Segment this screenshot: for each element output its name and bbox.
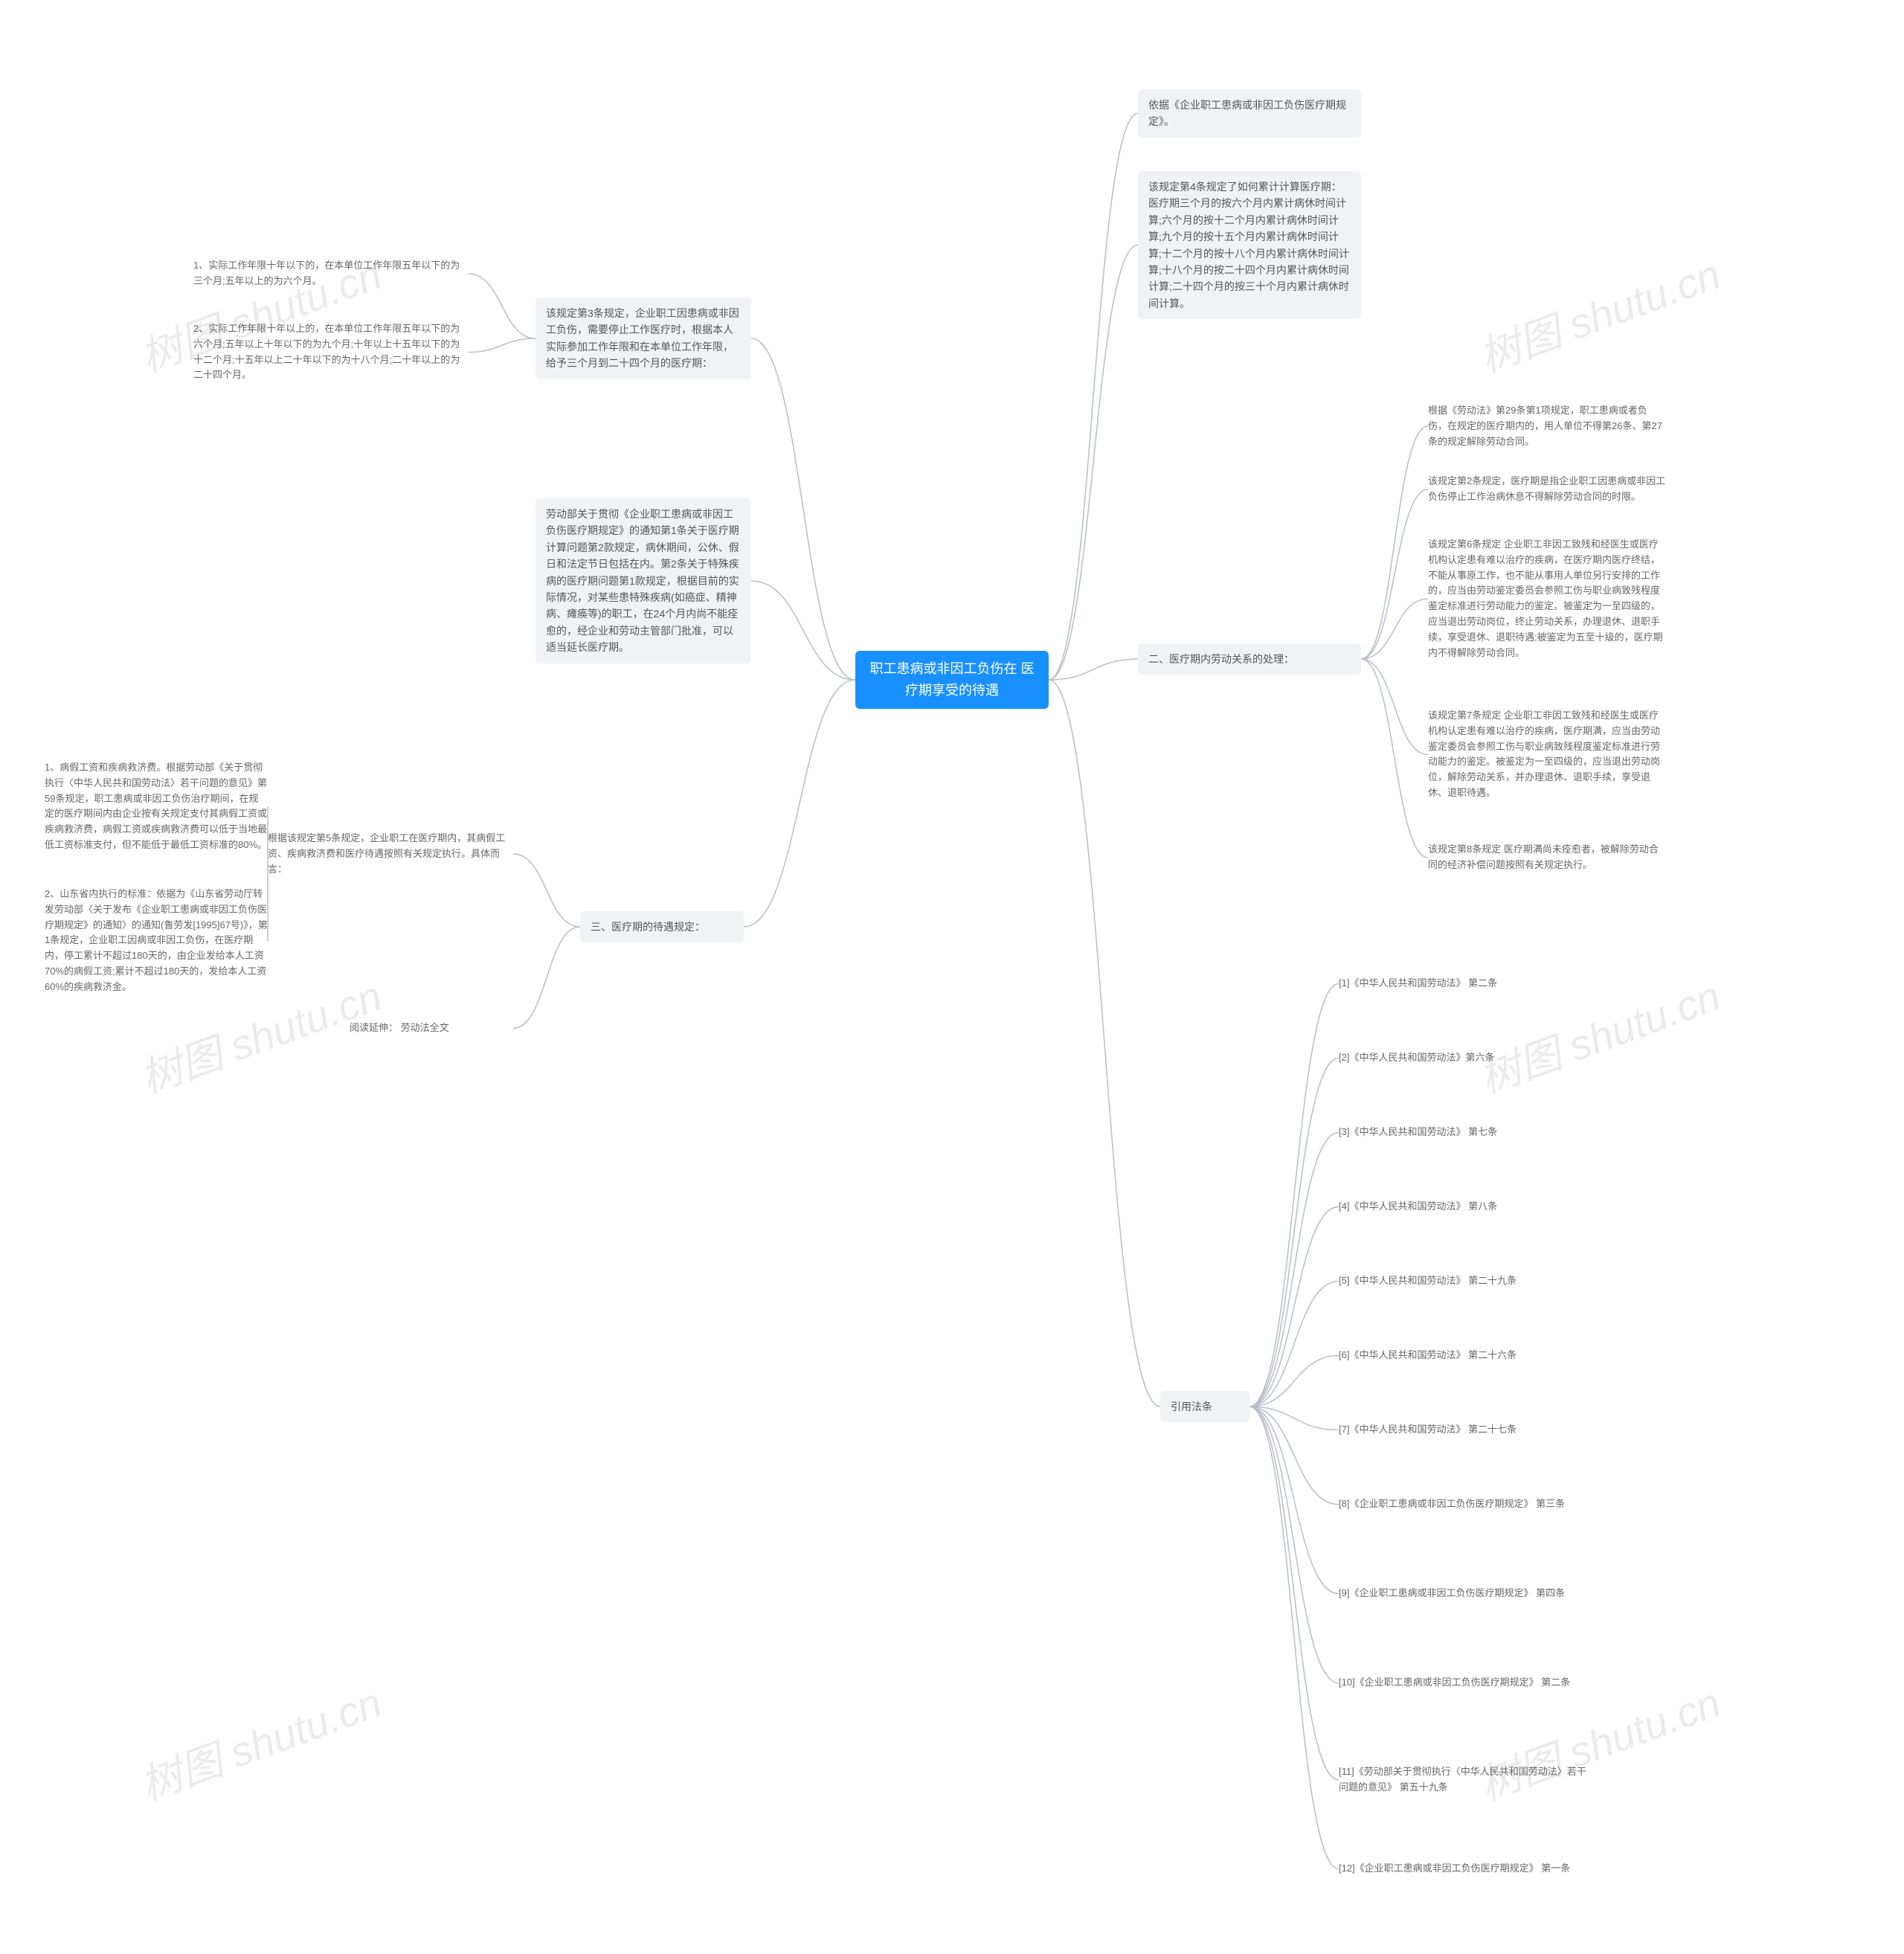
node-right-r4_4: [4]《中华人民共和国劳动法》 第八条 <box>1339 1198 1592 1216</box>
node-right-r4_1: [1]《中华人民共和国劳动法》 第二条 <box>1339 974 1592 993</box>
connector <box>744 680 855 927</box>
connector <box>1250 1133 1339 1407</box>
connector <box>1250 1407 1339 1505</box>
connector <box>1250 1407 1339 1780</box>
node-left-n3a2: 2、山东省内执行的标准：依据为《山东省劳动厅转发劳动部〈关于发布《企业职工患病或… <box>45 885 268 997</box>
connector <box>1361 659 1428 858</box>
node-root: 职工患病或非因工负伤在 医疗期享受的待遇 <box>855 651 1049 709</box>
node-right-r4: 引用法条 <box>1160 1391 1250 1422</box>
connectors-layer <box>0 0 1904 1954</box>
node-right-r3a: 根据《劳动法》第29条第1项规定，职工患病或者负伤，在规定的医疗期内的，用人单位… <box>1428 402 1666 451</box>
node-left-n3b: 阅读延伸： 劳动法全文 <box>350 1019 513 1038</box>
connector <box>1049 659 1138 680</box>
connector <box>1361 489 1428 659</box>
node-right-r2: 该规定第4条规定了如何累计计算医疗期：医疗期三个月的按六个月内累计病休时间计算;… <box>1138 171 1361 319</box>
node-right-r4_7: [7]《中华人民共和国劳动法》 第二十七条 <box>1339 1421 1592 1439</box>
connector <box>1361 599 1428 659</box>
connector <box>1049 114 1138 681</box>
node-right-r4_6: [6]《中华人民共和国劳动法》 第二十六条 <box>1339 1346 1592 1365</box>
watermark: 树图 shutu.cn <box>131 1669 389 1812</box>
connector <box>1049 245 1138 681</box>
node-right-r3e: 该规定第8条规定 医疗期满尚未痊愈者，被解除劳动合同的经济补偿问题按照有关规定执… <box>1428 841 1666 875</box>
node-left-n3: 三、医疗期的待遇规定： <box>580 911 744 942</box>
node-right-r1: 依据《企业职工患病或非因工负伤医疗期规定》。 <box>1138 89 1361 138</box>
connector <box>1250 1058 1339 1407</box>
node-right-r4_2: [2]《中华人民共和国劳动法》第六条 <box>1339 1049 1592 1067</box>
connector <box>751 338 855 680</box>
node-right-r4_10: [10]《企业职工患病或非因工负伤医疗期规定》 第二条 <box>1339 1674 1592 1692</box>
node-right-r4_9: [9]《企业职工患病或非因工负伤医疗期规定》 第四条 <box>1339 1584 1592 1603</box>
node-left-n1b: 2、实际工作年限十年以上的，在本单位工作年限五年以下的为六个月;五年以上十年以下… <box>193 320 469 385</box>
node-right-r3b: 该规定第2条规定，医疗期是指企业职工因患病或非因工负伤停止工作治病休息不得解除劳… <box>1428 472 1666 507</box>
connector <box>1361 426 1428 659</box>
connector <box>513 927 580 1029</box>
node-left-n1: 该规定第3条规定，企业职工因患病或非因工负伤，需要停止工作医疗时，根据本人实际参… <box>536 298 751 379</box>
connector <box>1361 659 1428 755</box>
node-right-r3: 二、医疗期内劳动关系的处理： <box>1138 643 1361 675</box>
node-right-r4_12: [12]《企业职工患病或非因工负伤医疗期规定》 第一条 <box>1339 1860 1592 1878</box>
connector <box>1250 1282 1339 1407</box>
connector <box>751 581 855 680</box>
connector <box>469 274 536 338</box>
node-left-n1a: 1、实际工作年限十年以下的，在本单位工作年限五年以下的为三个月;五年以上的为六个… <box>193 257 469 291</box>
node-right-r4_5: [5]《中华人民共和国劳动法》 第二十九条 <box>1339 1272 1592 1291</box>
connector <box>469 338 536 353</box>
connector <box>1049 680 1160 1407</box>
node-right-r4_8: [8]《企业职工患病或非因工负伤医疗期规定》 第三条 <box>1339 1495 1592 1514</box>
node-left-n3a: 根据该规定第5条规定，企业职工在医疗期内，其病假工资、疾病救济费和医疗待遇按照有… <box>268 829 513 878</box>
connector <box>1250 1356 1339 1407</box>
node-left-n2: 劳动部关于贯彻《企业职工患病或非因工负伤医疗期规定》的通知第1条关于医疗期计算问… <box>536 498 751 663</box>
connector <box>1250 1407 1339 1594</box>
node-right-r4_11: [11]《劳动部关于贯彻执行〈中华人民共和国劳动法〉若干问题的意见》 第五十九条 <box>1339 1763 1592 1797</box>
node-left-n3a1: 1、病假工资和疾病救济费。根据劳动部《关于贯彻执行〈中华人民共和国劳动法〉若干问… <box>45 759 268 855</box>
node-right-r4_3: [3]《中华人民共和国劳动法》 第七条 <box>1339 1123 1592 1142</box>
connector <box>1250 1207 1339 1407</box>
node-right-r3c: 该规定第6条规定 企业职工非因工致残和经医生或医疗机构认定患有难以治疗的疾病，在… <box>1428 536 1666 662</box>
connector <box>1250 1407 1339 1683</box>
connector <box>1250 984 1339 1407</box>
watermark: 树图 shutu.cn <box>1470 241 1728 384</box>
connector <box>1250 1407 1339 1869</box>
node-right-r3d: 该规定第7条规定 企业职工非因工致残和经医生或医疗机构认定患有难以治疗的疾病，医… <box>1428 707 1666 803</box>
connector <box>1250 1407 1339 1430</box>
connector <box>513 854 580 927</box>
mindmap-canvas: 职工患病或非因工负伤在 医疗期享受的待遇 该规定第3条规定，企业职工因患病或非因工… <box>0 0 1904 1954</box>
